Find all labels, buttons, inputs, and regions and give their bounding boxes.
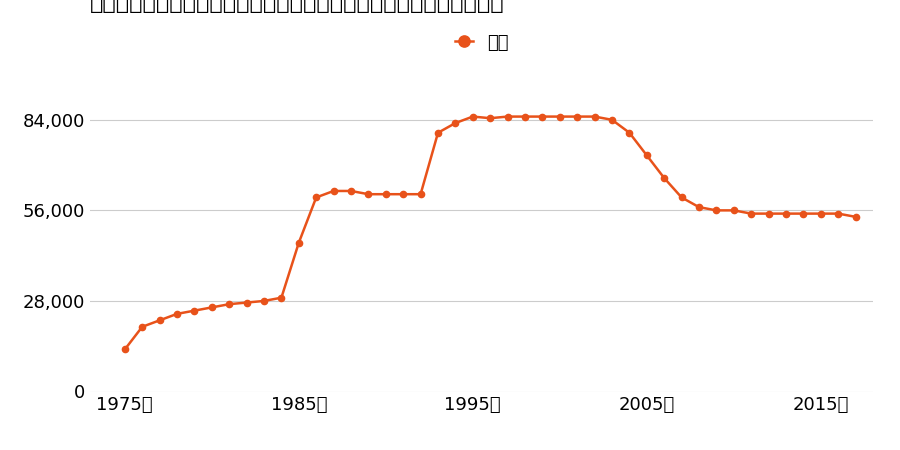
価格 — [467, 114, 478, 119]
価格 — [711, 208, 722, 213]
価格 — [363, 192, 374, 197]
価格 — [746, 211, 757, 216]
価格 — [798, 211, 809, 216]
価格 — [258, 298, 269, 304]
価格 — [554, 114, 565, 119]
価格 — [433, 130, 444, 135]
価格 — [120, 347, 130, 352]
価格 — [832, 211, 843, 216]
価格 — [137, 324, 148, 329]
価格 — [415, 192, 426, 197]
価格 — [694, 204, 705, 210]
価格 — [676, 195, 687, 200]
価格 — [381, 192, 392, 197]
価格 — [276, 295, 287, 301]
価格 — [154, 318, 165, 323]
価格 — [519, 114, 530, 119]
価格 — [450, 120, 461, 126]
Text: 福岡県筑紫郡那珂川町大字片縄字今池の下６９４番１０７の地価推移: 福岡県筑紫郡那珂川町大字片縄字今池の下６９４番１０７の地価推移 — [90, 0, 505, 13]
Line: 価格: 価格 — [122, 113, 859, 353]
価格 — [328, 188, 339, 194]
価格 — [815, 211, 826, 216]
価格 — [189, 308, 200, 313]
価格 — [780, 211, 791, 216]
価格 — [763, 211, 774, 216]
価格 — [659, 176, 670, 181]
Legend: 価格: 価格 — [454, 34, 508, 52]
価格 — [572, 114, 582, 119]
価格 — [642, 153, 652, 158]
価格 — [590, 114, 600, 119]
価格 — [346, 188, 356, 194]
価格 — [224, 302, 235, 307]
価格 — [624, 130, 634, 135]
価格 — [241, 300, 252, 305]
価格 — [172, 311, 183, 317]
価格 — [502, 114, 513, 119]
価格 — [206, 305, 217, 310]
価格 — [310, 195, 321, 200]
価格 — [293, 240, 304, 245]
価格 — [398, 192, 409, 197]
価格 — [850, 214, 861, 220]
価格 — [485, 116, 496, 121]
価格 — [607, 117, 617, 122]
価格 — [728, 208, 739, 213]
価格 — [537, 114, 548, 119]
